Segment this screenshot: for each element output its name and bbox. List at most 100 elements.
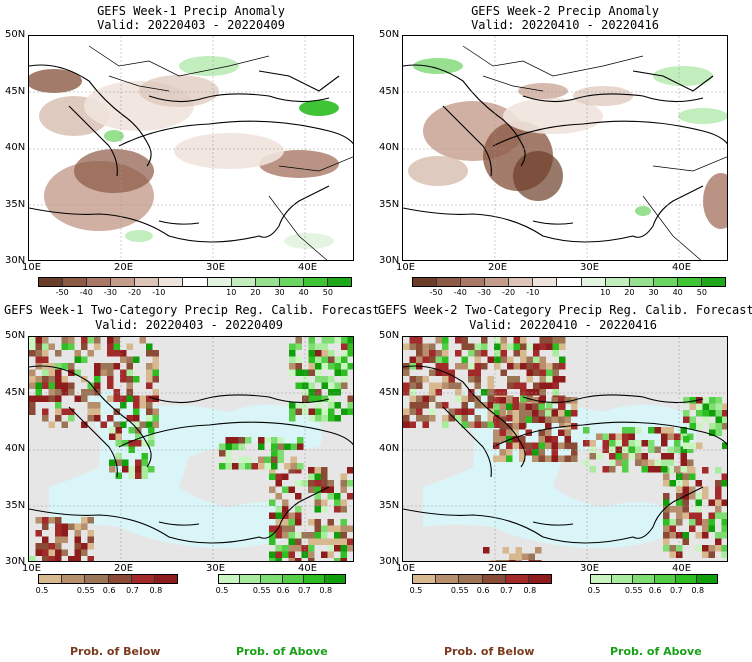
prob-cell	[494, 363, 501, 370]
prob-cell	[409, 337, 416, 344]
panel3-above-colorbar	[218, 574, 346, 584]
prob-cell	[596, 453, 603, 460]
prob-cell	[564, 442, 571, 449]
prob-cell	[120, 350, 127, 357]
prob-cell	[519, 423, 526, 430]
prob-cell	[487, 421, 494, 428]
prob-cell	[282, 545, 289, 552]
prob-cell	[225, 443, 232, 450]
prob-cell	[403, 415, 410, 422]
prob-cell	[295, 402, 302, 409]
prob-cell	[695, 480, 702, 487]
prob-cell	[308, 480, 315, 487]
prob-cell	[409, 395, 416, 402]
prob-cell	[546, 343, 553, 350]
prob-cell	[533, 350, 540, 357]
prob-cell	[674, 446, 681, 453]
prob-cell	[493, 397, 500, 404]
gridlines	[29, 36, 353, 260]
prob-cell	[288, 551, 295, 558]
prob-cell	[721, 532, 727, 539]
colorbar-swatch	[509, 278, 534, 286]
prob-cell	[429, 356, 436, 363]
prob-cell	[275, 506, 282, 513]
prob-cell	[622, 440, 629, 447]
prob-cell	[113, 343, 120, 350]
prob-cell	[622, 453, 629, 460]
prob-cell	[258, 456, 265, 463]
prob-cell	[722, 416, 727, 423]
prob-cell	[29, 350, 36, 357]
prob-cell	[48, 556, 55, 561]
prob-cell	[314, 473, 321, 480]
prob-cell	[512, 403, 519, 410]
prob-cell	[321, 506, 328, 513]
prob-cell	[245, 456, 252, 463]
prob-cell	[564, 410, 571, 417]
colorbar-tick-label: -40	[79, 288, 93, 297]
prob-cell	[538, 436, 545, 443]
prob-cell	[133, 356, 140, 363]
prob-cell	[615, 440, 622, 447]
anomaly-shading-dry	[408, 83, 727, 229]
colorbar-swatch	[135, 278, 160, 286]
prob-cell	[148, 440, 155, 447]
prob-cell	[341, 350, 348, 357]
prob-cell	[442, 421, 449, 428]
prob-cell	[461, 402, 468, 409]
prob-cell	[48, 376, 55, 383]
prob-cell	[715, 416, 722, 423]
colorbar-swatch	[183, 278, 208, 286]
colorbar-tick-label: -10	[152, 288, 166, 297]
prob-cell	[81, 395, 88, 402]
prob-cell	[545, 455, 552, 462]
prob-cell	[295, 408, 302, 415]
prob-cell	[499, 416, 506, 423]
prob-cell	[288, 545, 295, 552]
prob-cell	[702, 545, 709, 552]
prob-cell	[35, 356, 42, 363]
prob-cell	[219, 450, 226, 457]
prob-cell	[519, 449, 526, 456]
prob-cell	[654, 446, 661, 453]
prob-cell	[474, 369, 481, 376]
colorbar-tick-label: 10	[226, 288, 237, 297]
prob-cell	[146, 395, 153, 402]
prob-cell	[589, 466, 596, 473]
prob-cell	[301, 545, 308, 552]
prob-cell	[341, 343, 348, 350]
prob-cell	[435, 389, 442, 396]
prob-cell	[448, 369, 455, 376]
prob-cell	[225, 456, 232, 463]
lon-tick-30e: 30E	[206, 563, 226, 574]
prob-cell	[271, 463, 278, 470]
prob-cell	[269, 538, 276, 545]
colorbar-swatch	[605, 278, 630, 286]
prob-cell	[139, 337, 146, 344]
prob-cell	[496, 560, 503, 561]
prob-cell	[532, 416, 539, 423]
colorbar-swatch	[461, 278, 486, 286]
prob-cell	[682, 493, 689, 500]
prob-cell	[321, 382, 328, 389]
prob-cell	[448, 382, 455, 389]
prob-cell	[334, 506, 341, 513]
prob-cell	[455, 350, 462, 357]
prob-cell	[422, 376, 429, 383]
prob-cell	[269, 467, 276, 474]
prob-cell	[702, 397, 709, 404]
prob-cell	[42, 556, 49, 561]
prob-cell	[341, 356, 348, 363]
prob-cell	[61, 382, 68, 389]
prob-cell	[354, 500, 355, 507]
colorbar-swatch	[677, 278, 702, 286]
prob-cell	[506, 397, 513, 404]
prob-cell	[663, 525, 670, 532]
prob-cell	[347, 538, 353, 545]
prob-cell	[55, 369, 62, 376]
prob-cell	[100, 421, 107, 428]
prob-cell	[35, 376, 42, 383]
prob-cell	[122, 440, 129, 447]
lat-tick-30n: 30N	[5, 255, 26, 266]
prob-cell	[546, 376, 553, 383]
